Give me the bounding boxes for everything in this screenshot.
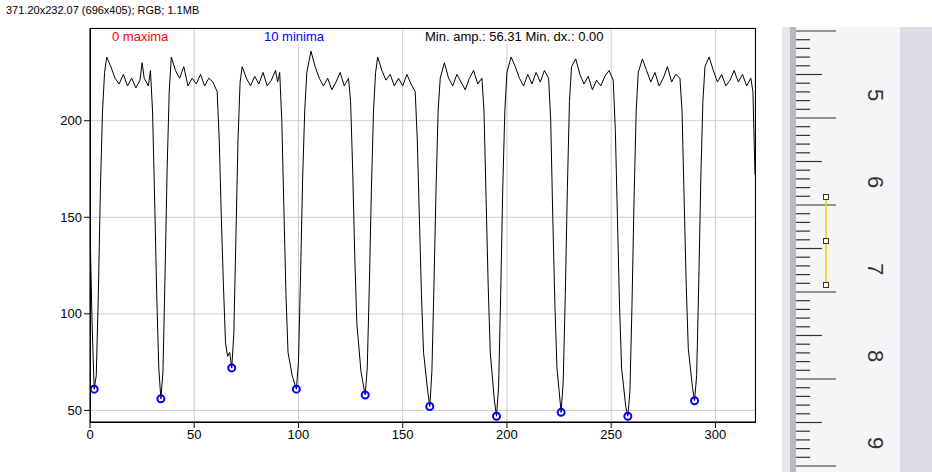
svg-text:50: 50 [187,427,201,442]
svg-text:8: 8 [863,350,888,362]
svg-text:200: 200 [496,427,518,442]
svg-text:6: 6 [863,176,888,188]
svg-text:9: 9 [863,437,888,449]
svg-text:250: 250 [600,427,622,442]
html-text:10 minima: 10 minima [264,29,324,44]
svg-text:100: 100 [60,306,82,321]
svg-text:50: 50 [68,403,82,418]
svg-text:200: 200 [60,113,82,128]
svg-text:7: 7 [863,263,888,275]
html-text:Min. amp.: 56.31 Min. dx.: 0.0: Min. amp.: 56.31 Min. dx.: 0.00 [425,29,604,44]
svg-text:100: 100 [288,427,310,442]
svg-text:150: 150 [392,427,414,442]
html-text:371.20x232.07 (696x405); RGB;: 371.20x232.07 (696x405); RGB; 1.1MB [6,4,200,16]
svg-text:150: 150 [60,210,82,225]
svg-text:5: 5 [863,89,888,101]
svg-text:300: 300 [705,427,727,442]
svg-text:0: 0 [86,427,93,442]
html-text:0 maxima: 0 maxima [112,29,169,44]
